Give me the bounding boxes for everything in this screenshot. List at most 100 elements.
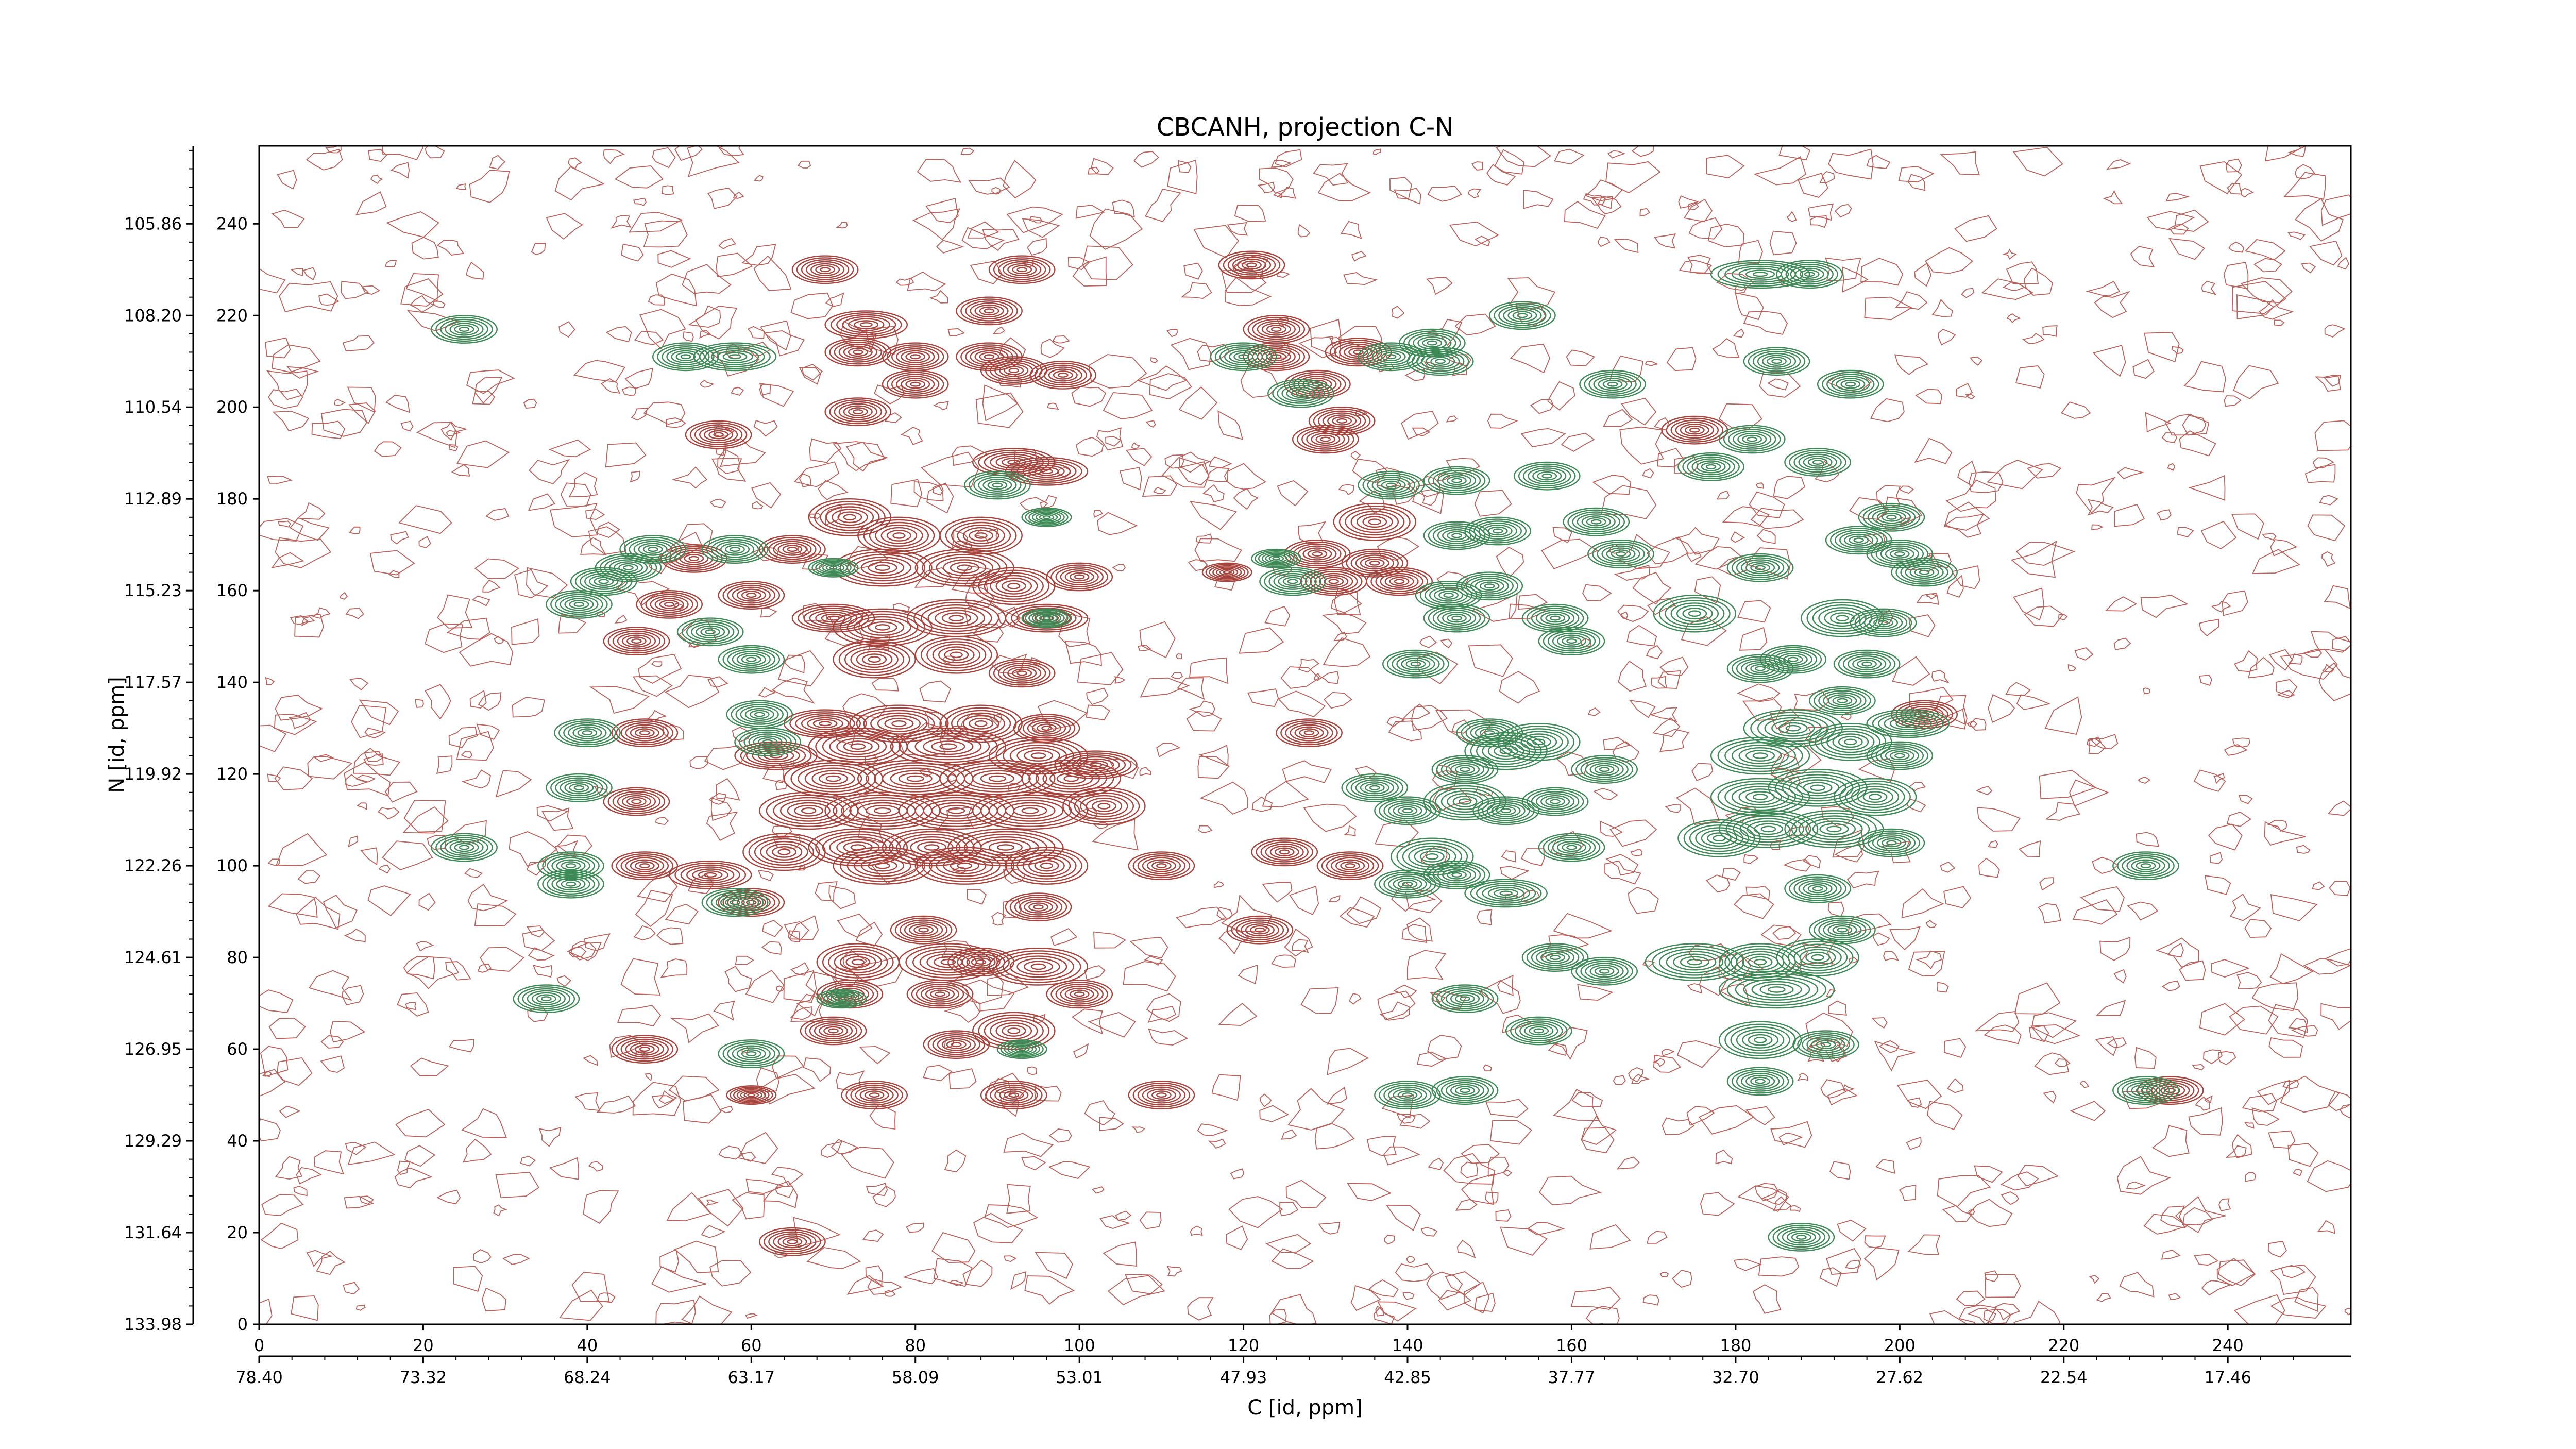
negative-peak-ring xyxy=(1836,378,1866,391)
positive-peak-ring xyxy=(2165,1088,2176,1093)
positive-peak-ring xyxy=(995,1022,1032,1039)
negative-peak-ring xyxy=(1461,720,1518,746)
positive-peak xyxy=(824,338,892,367)
positive-peak-ring xyxy=(1008,1092,1020,1098)
positive-peak-ring xyxy=(864,1090,885,1100)
negative-peak-ring xyxy=(1803,882,1833,896)
noise-contour xyxy=(267,773,281,783)
noise-contour xyxy=(975,392,1024,428)
negative-peak-ring xyxy=(1580,759,1629,780)
noise-contour xyxy=(864,755,879,765)
noise-contour xyxy=(1129,936,1168,959)
noise-contour xyxy=(759,383,771,396)
negative-peak-ring xyxy=(1413,334,1452,352)
noise-contour xyxy=(451,820,487,845)
positive-peak-ring xyxy=(850,648,899,671)
noise-contour xyxy=(1598,236,1611,247)
y-tick-label: 220 xyxy=(216,306,248,325)
positive-peak-ring xyxy=(1043,366,1082,384)
negative-peak-ring xyxy=(1804,272,1815,277)
positive-peak-ring xyxy=(891,346,940,367)
negative-peak-ring xyxy=(522,988,571,1009)
noise-contour xyxy=(2167,942,2184,958)
positive-peak-ring xyxy=(974,350,1004,363)
negative-peak-ring xyxy=(1793,878,1842,899)
noise-contour xyxy=(1099,1117,1124,1131)
positive-peak-ring xyxy=(1326,855,1375,877)
positive-peak-ring xyxy=(1336,418,1347,424)
negative-peak-ring xyxy=(1531,608,1580,629)
noise-contour xyxy=(474,558,519,579)
noise-contour xyxy=(2251,982,2299,1012)
positive-peak xyxy=(800,1016,867,1046)
noise-contour xyxy=(1945,479,1996,512)
noise-contour xyxy=(1093,510,1104,518)
negative-peak-ring xyxy=(1376,478,1406,492)
positive-peak xyxy=(611,718,679,748)
noise-contour xyxy=(711,458,747,482)
noise-contour xyxy=(828,885,856,909)
noise-contour xyxy=(568,946,587,958)
noise-contour xyxy=(456,440,510,468)
noise-contour xyxy=(1675,527,1720,555)
noise-contour xyxy=(538,1127,562,1147)
negative-peak-ring xyxy=(1419,582,1478,608)
positive-peak-ring xyxy=(1256,839,1313,865)
noise-contour xyxy=(952,445,989,466)
positive-peak-ring xyxy=(1227,255,1276,276)
noise-contour xyxy=(2204,1095,2213,1103)
positive-peak-ring xyxy=(1046,980,1113,1009)
positive-peak-ring xyxy=(875,624,890,631)
negative-peak-ring xyxy=(996,1039,1047,1059)
noise-contour xyxy=(825,506,843,526)
positive-peak-ring xyxy=(752,747,800,764)
noise-contour xyxy=(355,1304,366,1311)
noise-contour xyxy=(348,835,359,848)
negative-peak-ring xyxy=(725,898,745,907)
noise-contour xyxy=(1189,700,1215,717)
negative-peak-ring xyxy=(1768,986,1786,993)
negative-peak-ring xyxy=(1258,551,1295,566)
noise-contour xyxy=(2188,475,2226,501)
negative-peak xyxy=(1866,540,1934,568)
noise-contour xyxy=(1427,1034,1462,1060)
noise-contour xyxy=(651,661,663,667)
negative-peak-ring xyxy=(1010,1044,1033,1054)
negative-peak-ring xyxy=(1436,757,1494,782)
negative-peak-ring xyxy=(1428,862,1486,887)
noise-contour xyxy=(1208,1138,1226,1149)
negative-peak-ring xyxy=(1812,886,1823,891)
negative-peak xyxy=(1251,548,1302,568)
noise-contour xyxy=(745,970,785,1003)
positive-peak-ring xyxy=(870,712,928,735)
negative-peak-ring xyxy=(1755,565,1766,570)
noise-contour xyxy=(522,929,555,951)
noise-contour xyxy=(1273,192,1283,198)
negative-peak-ring xyxy=(1854,610,1912,635)
noise-contour xyxy=(1743,854,1759,864)
positive-peak-ring xyxy=(1011,849,1082,882)
noise-contour xyxy=(495,770,532,798)
positive-peak xyxy=(1013,714,1080,743)
negative-peak-ring xyxy=(1895,560,1953,585)
positive-peak-ring xyxy=(985,1083,1043,1108)
negative-peak-ring xyxy=(1905,564,1944,581)
negative-peak-ring xyxy=(1286,386,1316,400)
positive-peak-ring xyxy=(639,863,650,869)
noise-contour xyxy=(1645,360,1658,366)
negative-peak-ring xyxy=(2136,861,2156,870)
positive-peak-ring xyxy=(1309,571,1358,592)
noise-contour xyxy=(1277,187,1296,199)
negative-peak-ring xyxy=(1447,476,1467,485)
positive-peak-ring xyxy=(2151,1082,2190,1099)
negative-peak xyxy=(718,645,785,674)
negative-peak-ring xyxy=(1794,267,1824,281)
noise-contour xyxy=(689,756,708,769)
noise-contour xyxy=(1239,627,1284,654)
noise-contour xyxy=(961,979,1015,1012)
noise-contour xyxy=(400,278,444,307)
positive-peak-ring xyxy=(988,841,1023,853)
positive-peak-ring xyxy=(972,1012,1056,1050)
noise-contour xyxy=(456,731,494,761)
positive-peak-ring xyxy=(630,1042,659,1056)
